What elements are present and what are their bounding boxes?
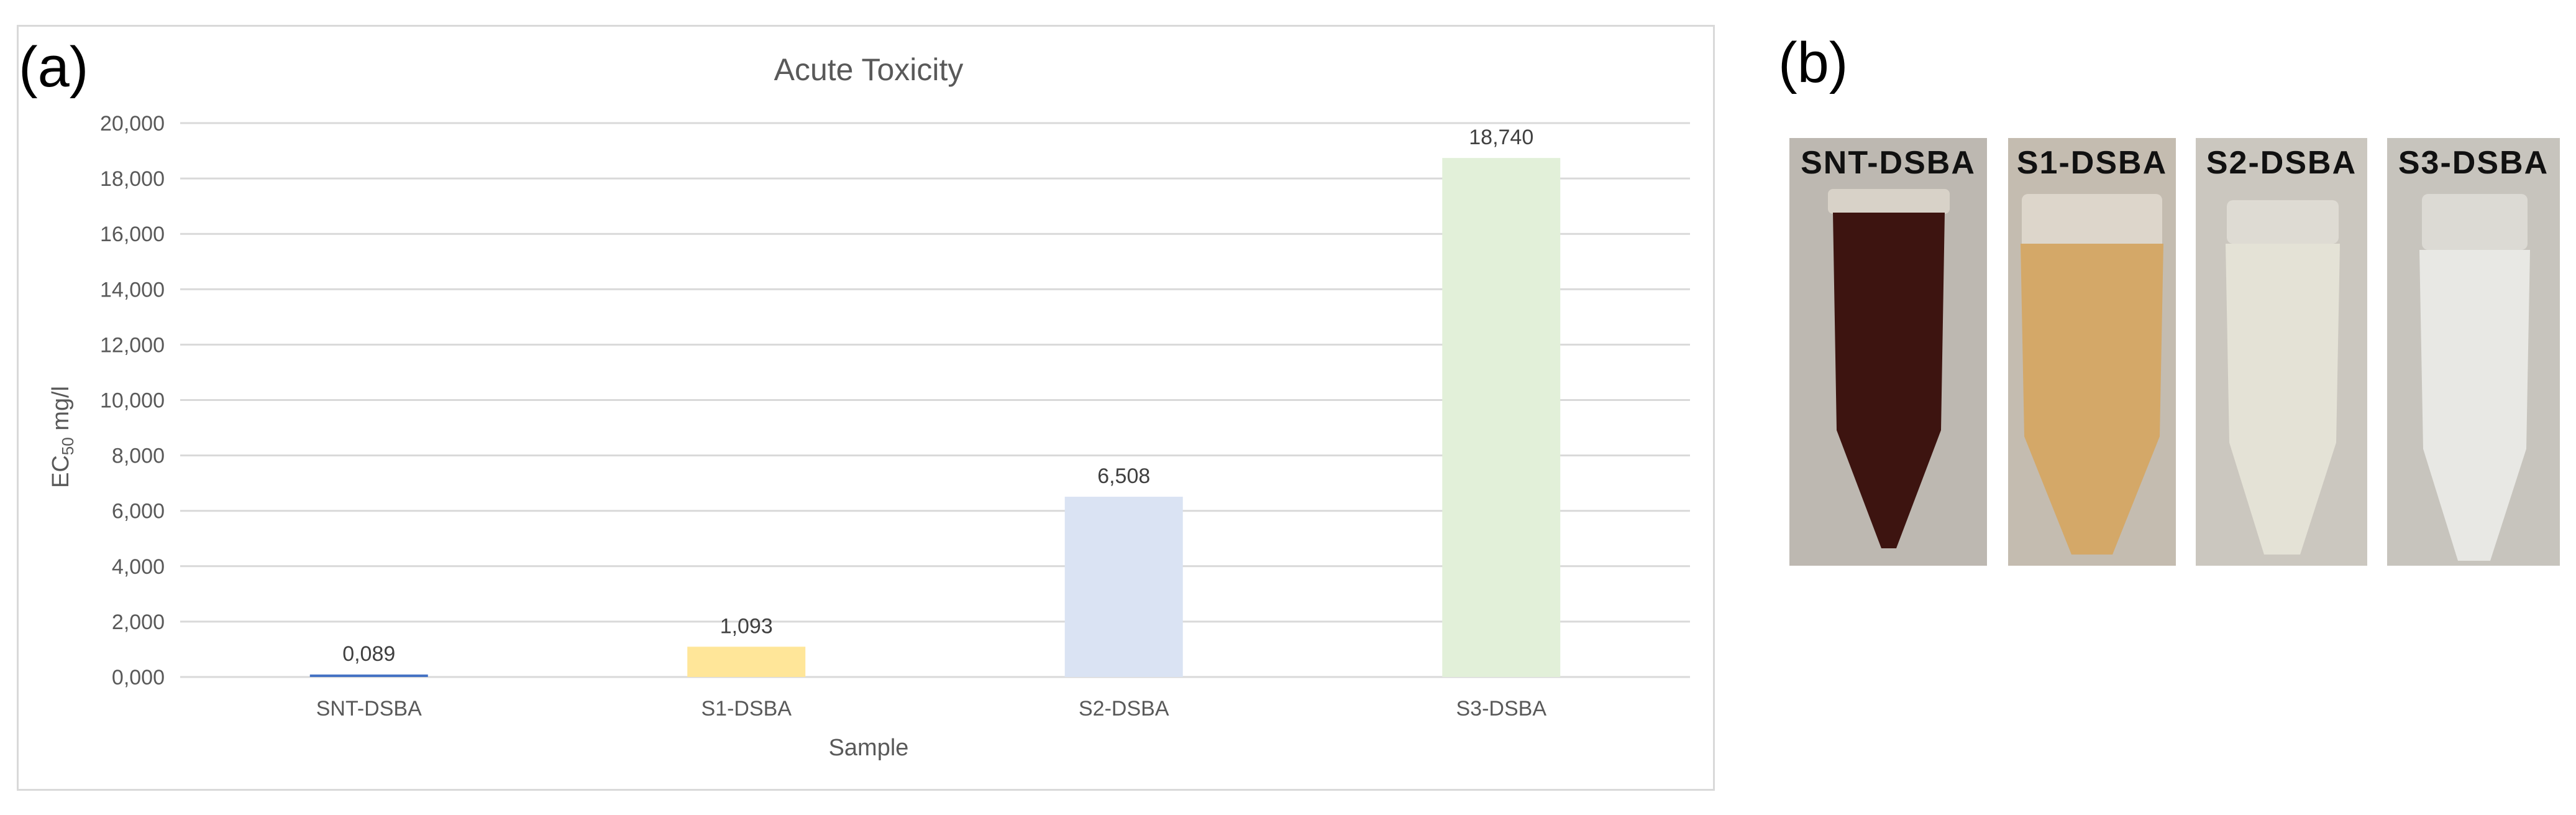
bar-s3-dsba (1442, 158, 1561, 677)
sample-photo-snt-dsba: SNT-DSBA (1789, 138, 1987, 566)
y-tick-label: 12,000 (100, 333, 165, 357)
x-tick-label: S3-DSBA (1456, 697, 1547, 721)
sample-photo-s1-dsba: S1-DSBA (2008, 138, 2176, 566)
bar-s1-dsba (687, 647, 806, 677)
chart-area: Acute Toxicity 0,000 2,000 4,000 6,000 8,000… (17, 25, 1715, 791)
y-axis-title-main: EC (48, 455, 74, 488)
y-tick-label: 2,000 (112, 610, 165, 634)
y-tick-label: 6,000 (112, 500, 165, 523)
data-label: 1,093 (720, 614, 773, 638)
panel-label-a: (a) (19, 35, 89, 99)
data-label: 0,089 (342, 642, 395, 666)
y-tick-label: 18,000 (100, 167, 165, 191)
sample-photo-caption: S3-DSBA (2398, 145, 2549, 181)
y-tick-label: 10,000 (100, 389, 165, 413)
y-axis-title-sub: 50 (58, 437, 77, 455)
x-tick-labels: SNT-DSBA S1-DSBA S2-DSBA S3-DSBA (316, 697, 1547, 721)
data-label: 18,740 (1469, 126, 1533, 149)
x-tick-label: SNT-DSBA (316, 697, 422, 721)
tube-illustration (1789, 138, 1987, 566)
sample-photo-caption: S1-DSBA (2016, 145, 2168, 181)
y-tick-label: 0,000 (112, 666, 165, 689)
sample-photo-caption: SNT-DSBA (1801, 145, 1976, 181)
tube-illustration (2008, 138, 2176, 566)
gridlines (180, 122, 1690, 678)
x-tick-label: S2-DSBA (1079, 697, 1169, 721)
bars (309, 158, 1561, 677)
y-tick-label: 14,000 (100, 278, 165, 302)
tube-body (2419, 250, 2530, 561)
bar-chart: Acute Toxicity 0,000 2,000 4,000 6,000 8,000… (48, 52, 1690, 761)
tube-cap (1828, 189, 1950, 214)
sample-photo-caption: S2-DSBA (2206, 145, 2357, 181)
x-axis-title: Sample (829, 735, 909, 761)
tube-cap (2422, 194, 2528, 250)
sample-photo-s3-dsba: S3-DSBA (2387, 138, 2560, 566)
tube-body (2021, 244, 2163, 555)
tube-cap (2022, 194, 2162, 250)
y-tick-label: 20,000 (100, 112, 165, 136)
data-label: 6,508 (1097, 464, 1150, 488)
y-tick-labels: 0,000 2,000 4,000 6,000 8,000 10,000 12,000 14,… (100, 112, 165, 689)
tube-cap (2227, 200, 2339, 244)
y-axis-title-unit: mg/l (48, 386, 74, 437)
bar-s2-dsba (1064, 497, 1183, 677)
y-tick-label: 4,000 (112, 555, 165, 579)
bar-snt-dsba (309, 675, 428, 677)
y-tick-label: 8,000 (112, 444, 165, 468)
tube-illustration (2387, 138, 2560, 566)
y-tick-label: 16,000 (100, 223, 165, 246)
chart-title: Acute Toxicity (774, 52, 964, 87)
data-labels: 0,089 1,093 6,508 18,740 (342, 126, 1533, 666)
x-tick-label: S1-DSBA (701, 697, 792, 721)
tube-body (2226, 244, 2340, 555)
tube-body (1833, 213, 1945, 548)
sample-photo-s2-dsba: S2-DSBA (2196, 138, 2367, 566)
panel-label-b: (b) (1778, 31, 1848, 94)
tube-illustration (2196, 138, 2367, 566)
y-axis-title: EC50 mg/l (48, 386, 77, 488)
